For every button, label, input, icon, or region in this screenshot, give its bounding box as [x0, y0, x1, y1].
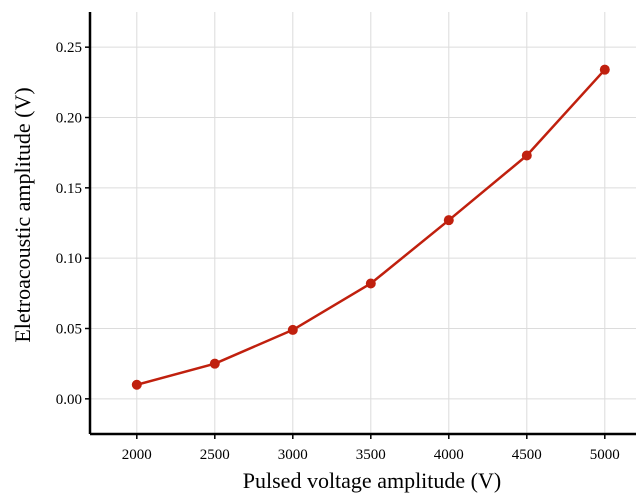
data-point — [599, 64, 610, 75]
x-tick-label: 3000 — [278, 447, 308, 463]
x-tick-label: 4500 — [512, 447, 542, 463]
x-tick-label: 2500 — [200, 447, 230, 463]
data-point — [287, 324, 298, 335]
x-tick-label: 5000 — [590, 447, 620, 463]
data-point — [131, 379, 142, 390]
x-tick-label: 2000 — [122, 447, 152, 463]
y-tick-label: 0.05 — [56, 322, 82, 338]
y-tick-label: 0.10 — [56, 251, 82, 267]
y-axis-title: Eletroacoustic amplitude (V) — [10, 87, 35, 342]
grid-layer — [90, 12, 636, 434]
y-tick-label: 0.00 — [56, 392, 82, 408]
x-tick-label: 4000 — [434, 447, 464, 463]
data-point — [521, 150, 532, 161]
ticks-layer: 2000 2500 3000 3500 4000 4500 5000 0.00 0.05 0.10… — [56, 40, 620, 463]
data-point — [209, 358, 220, 369]
y-tick-label: 0.25 — [56, 40, 82, 56]
axes-layer — [88, 12, 636, 436]
data-point — [365, 278, 376, 289]
data-point — [443, 215, 454, 226]
series-layer — [131, 64, 610, 390]
x-axis-title: Pulsed voltage amplitude (V) — [243, 468, 501, 493]
y-tick-label: 0.15 — [56, 181, 82, 197]
y-tick-label: 0.20 — [56, 111, 82, 127]
x-tick-label: 3500 — [356, 447, 386, 463]
